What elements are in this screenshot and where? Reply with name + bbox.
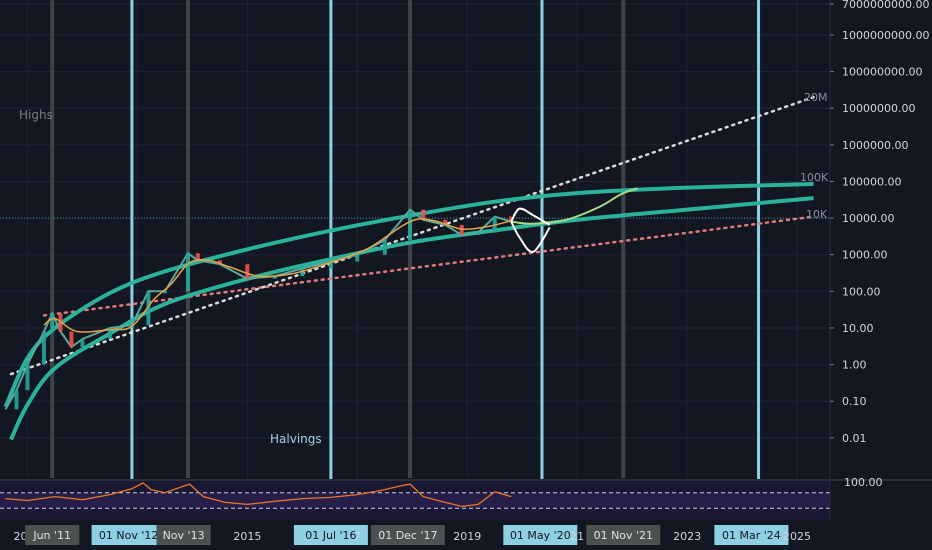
oscillator-top-label: 100.00 [844, 476, 883, 489]
price-candle [50, 313, 55, 332]
oscillator-line [5, 482, 512, 508]
vertical-marker-lines [50, 0, 761, 520]
y-tick-label: 10.00 [842, 322, 874, 335]
x-tick-label: 01 Dec '17 [378, 529, 437, 542]
x-tick-label: 01 Nov '21 [594, 529, 653, 542]
y-tick-label: 10000000.00 [842, 102, 915, 115]
x-tick-label: 2025 [783, 530, 811, 543]
price-candle [443, 219, 448, 225]
price-candle [421, 209, 426, 220]
y-tick-label: 1000.00 [842, 249, 888, 262]
x-tick-label: 7 [354, 530, 361, 543]
price-candle [217, 260, 222, 265]
x-tick-label-box [370, 525, 445, 545]
price-candle [408, 209, 413, 241]
y-tick-label: 7000000000.00 [842, 0, 929, 11]
y-tick-label: 1000000000.00 [842, 29, 929, 42]
oscillator-panel: 100.00 [0, 476, 932, 520]
x-tick-label: 2023 [673, 530, 701, 543]
y-axis: 7000000000.00 1000000000.00 100000000.00 10… [829, 0, 929, 520]
red-trend-line [42, 215, 815, 317]
projection-green-line [511, 187, 638, 225]
price-candle [185, 253, 190, 292]
price-candle [195, 253, 200, 261]
lower-band-curve [9, 196, 814, 441]
projection-white-up-line [510, 207, 551, 226]
price-candle [107, 327, 112, 339]
x-tick-label-box [503, 525, 578, 545]
oscillator-band [0, 492, 830, 509]
annotations: Highs Halvings 20M 100K 10K [19, 91, 829, 446]
price-candle [146, 291, 151, 326]
y-tick-label: 100000.00 [842, 175, 902, 188]
y-tick-label: 0.01 [842, 432, 867, 445]
x-tick-label: 01 May '20 [510, 529, 571, 542]
price-candle [328, 261, 333, 269]
x-tick-label: 2015 [233, 530, 261, 543]
price-candle [382, 240, 387, 255]
upper-band-curve [3, 182, 814, 408]
x-tick-label: 2019 [453, 530, 481, 543]
price-candle [14, 390, 19, 410]
series-layer [3, 95, 815, 441]
y-tick-label: 0.10 [842, 395, 867, 408]
y-tick-label: 100000000.00 [842, 66, 922, 79]
price-candle [509, 216, 514, 222]
x-tick-label-box [714, 525, 789, 545]
moving-average-line [43, 218, 512, 333]
price-candle [80, 338, 85, 348]
x-tick-label: Nov '13 [163, 529, 205, 542]
price-line [4, 208, 512, 410]
price-candle [476, 232, 481, 235]
x-tick-label-box [293, 525, 368, 545]
price-candle [162, 291, 167, 294]
label-20m: 20M [804, 91, 828, 104]
label-100k: 100K [800, 171, 829, 184]
x-tick-label: 01 Nov '12 [99, 529, 158, 542]
highs-label: Highs [19, 108, 53, 122]
y-tick-label: 1.00 [842, 359, 867, 372]
projection-white-down-line [510, 221, 551, 253]
label-10k: 10K [806, 208, 828, 221]
white-trend-line [9, 95, 815, 376]
price-candle [69, 331, 74, 348]
price-candle [355, 254, 360, 262]
price-candle [272, 276, 277, 279]
halvings-label: Halvings [270, 432, 322, 446]
y-tick-label: 1000000.00 [842, 139, 908, 152]
grid [0, 0, 830, 478]
x-tick-label-box [91, 525, 166, 545]
y-tick-label: 10000.00 [842, 212, 895, 225]
price-candle [25, 364, 30, 391]
price-candle [41, 331, 46, 365]
price-candle [300, 268, 305, 277]
x-tick-label: Jun '11 [32, 529, 71, 542]
x-tick-label-box [25, 525, 80, 545]
y-tick-label: 100.00 [842, 285, 881, 298]
x-tick-label: 21 [570, 530, 584, 543]
x-tick-label: 01 Jul '16 [305, 529, 356, 542]
x-tick-label-box [156, 525, 211, 545]
x-tick-label-box [586, 525, 661, 545]
price-candle [245, 264, 250, 279]
x-tick-label: 01 Mar '24 [722, 529, 781, 542]
